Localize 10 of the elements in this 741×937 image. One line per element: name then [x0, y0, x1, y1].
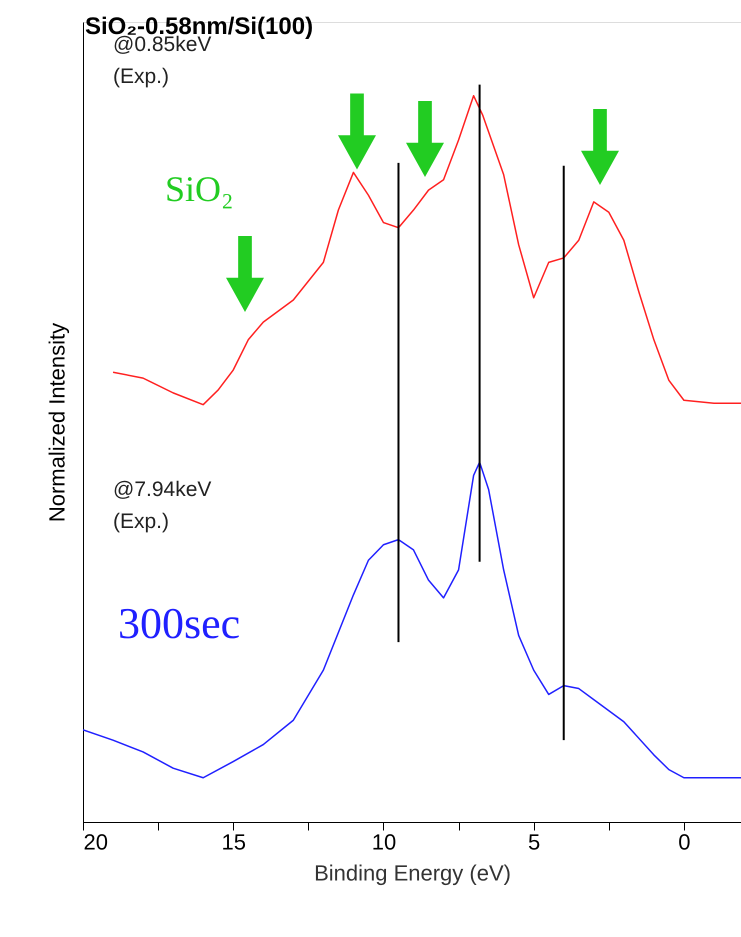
annotation: SiO₂: [165, 169, 234, 209]
x-tick-label: 5: [528, 830, 540, 854]
y-axis-title: Normalized Intensity: [44, 322, 70, 522]
x-tick-label: 15: [221, 830, 246, 854]
x-tick-label: 20: [84, 830, 108, 854]
x-tick-label: 10: [372, 830, 396, 854]
x-tick-label: 0: [678, 830, 691, 854]
x-axis-title: Binding Energy (eV): [314, 860, 511, 886]
annotation: 300sec: [118, 599, 240, 648]
annotation: @7.94keV (Exp.): [113, 478, 212, 533]
